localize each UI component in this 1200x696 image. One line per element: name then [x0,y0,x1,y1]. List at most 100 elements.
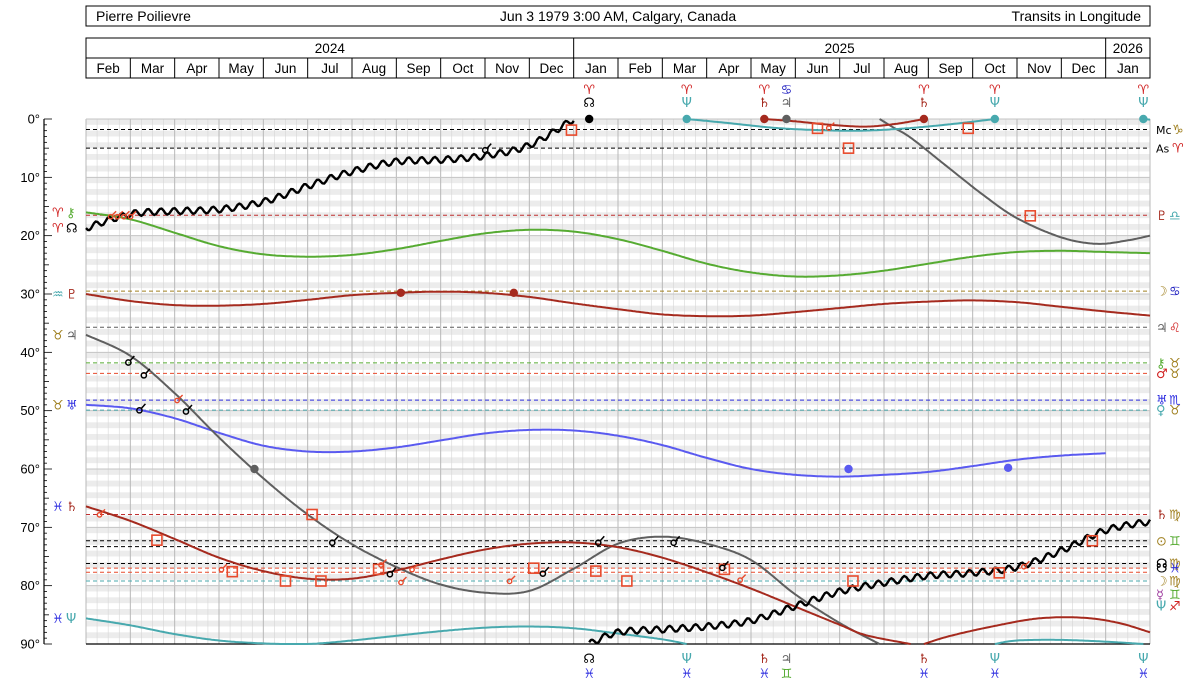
square-aspect [993,567,1006,579]
natal-glyph: ♅ [1156,394,1168,409]
square-aspect [1086,534,1099,547]
opposition-stroke [333,535,339,542]
month-label: Nov [495,61,519,76]
opposition-aspect [124,355,135,366]
station-dot [919,114,929,124]
square-aspect [962,122,975,135]
month-label: Jun [807,61,829,76]
opposition-stroke [187,404,193,410]
report-title: Transits in Longitude [1012,8,1142,24]
series-neptune3 [994,638,1144,645]
sextile-aspect [1020,560,1030,570]
square-aspect [842,142,855,154]
sextile-stroke [118,210,124,216]
sextile-stroke [382,559,388,564]
natal-glyph: ♐ [1169,600,1181,615]
y-tick-label: 10° [20,170,40,185]
sextile-stroke [1024,560,1030,566]
series-neptune [85,617,687,645]
bottom-glyph: ♓ [989,667,1001,682]
square-aspect [306,508,318,521]
left-glyph: Ψ [66,612,76,627]
month-label: Sep [938,61,962,76]
natal-glyph: ♉ [1169,367,1181,382]
sextile-ring [506,578,513,585]
sextile-aspect [825,122,835,131]
opposition-stroke [486,143,492,149]
opposition-aspect [182,404,193,415]
station-dot [844,464,853,474]
sextile-aspect [218,563,228,573]
opposition-ring [670,539,677,547]
y-tick-label: 50° [20,403,40,418]
opposition-stroke [599,535,605,542]
series-neptune2 [686,118,995,132]
sextile-stroke [401,576,407,582]
bottom-glyph: Ψ [1138,652,1148,667]
opposition-ring [182,408,190,415]
bottom-glyph: ♓ [583,667,595,682]
header-frame [85,5,1151,27]
series-jupiter [85,333,881,645]
month-label: Jun [275,61,297,76]
left-glyph: ♇ [66,288,78,303]
month-label: Mar [141,61,165,76]
natal-glyph: ♂ [1156,367,1168,382]
natal-glyph: ♄ [1156,508,1168,523]
natal-glyph: ♍ [1169,557,1181,572]
natal-glyph: ⚷ [1156,356,1166,371]
natal-glyph: ♀ [1156,404,1166,419]
series-pluto [85,290,1151,318]
opposition-aspect [481,143,492,154]
station-dot [250,464,259,474]
top-glyph: Ψ [990,96,1000,111]
station-dot [1003,463,1013,473]
month-label: Aug [894,61,918,76]
natal-glyph: As [1156,143,1170,156]
month-label: Feb [629,61,652,76]
bottom-glyph: Ψ [682,652,692,667]
sextile-stroke [413,563,419,569]
sextile-aspect [114,210,124,220]
left-glyph: ♈ [52,222,64,237]
sextile-ring [737,577,744,584]
month-label: Aug [362,61,386,76]
sextile-stroke [124,210,130,216]
bottom-glyph: ♓ [918,667,930,682]
left-glyph: ☊ [66,222,78,237]
sextile-aspect [409,563,419,573]
natal-glyph: Mc [1156,124,1172,137]
sign-change-labels: ♈☊♈Ψ♈♄♋♃♈♄♈Ψ♈Ψ☊♓Ψ♓♄♓♃♊♄♓Ψ♓Ψ♓ [583,83,1149,682]
left-glyph: ♓ [52,612,64,627]
month-label: Apr [718,61,740,76]
sextile-stroke [100,508,106,514]
opposition-aspect [719,560,729,572]
month-label: Sep [406,61,430,76]
series-saturn3 [923,616,1151,645]
natal-glyph: ⊙ [1156,534,1167,549]
month-label: Feb [97,61,120,76]
top-glyph: ♃ [781,96,793,111]
y-tick-label: 40° [20,345,40,360]
top-glyph: ♋ [781,83,793,98]
sextile-ring [218,566,225,573]
month-label: Jul [321,61,338,76]
year-label: 2025 [825,41,855,56]
square-aspect [226,565,239,578]
opposition-ring [328,539,336,547]
sextile-stroke [131,210,137,216]
natal-glyph: ☽ [1156,575,1168,590]
square-aspect [1024,210,1037,222]
opposition-aspect [594,535,605,547]
series-node2 [588,518,1152,645]
opposition-stroke [129,355,135,361]
natal-lines: Mc ♑As ♈♇ ♎☽ ♋♃ ♌⚷ ♉♂ ♉♅ ♏♀ ♉♄ ♍⊙ ♊☊ ♍☋ ♓☽ ♍☿ ♊Ψ ♐ [86,123,1184,615]
top-glyph: ♈ [918,83,930,98]
plot-background [85,118,1151,645]
bottom-glyph: ♓ [758,667,770,682]
natal-glyph: ♎ [1169,209,1181,224]
opposition-aspect [136,403,146,414]
natal-glyph: ☿ [1156,588,1164,603]
sextile-ring [1020,563,1027,570]
sextile-ring [121,213,127,220]
